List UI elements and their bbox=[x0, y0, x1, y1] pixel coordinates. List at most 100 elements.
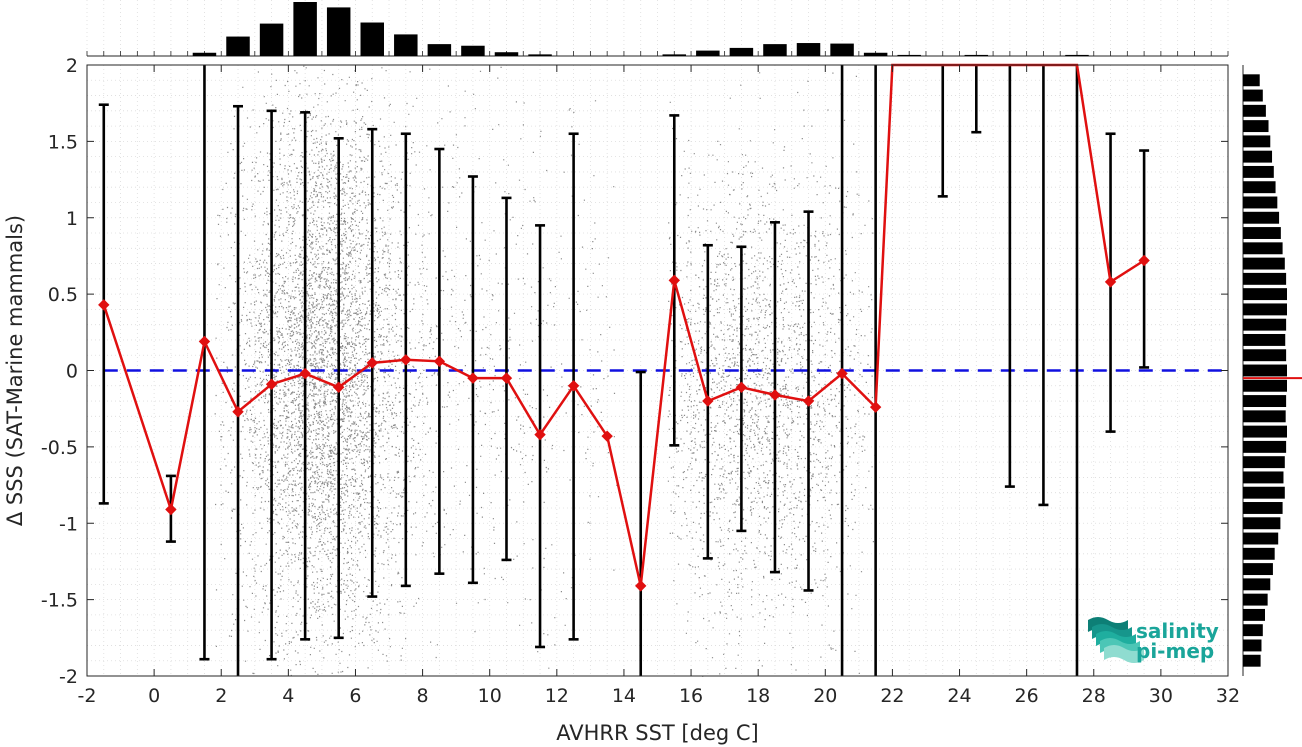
top-hist-bar bbox=[796, 43, 821, 56]
right-hist-bar bbox=[1243, 242, 1283, 255]
scatter-dots bbox=[214, 65, 877, 677]
x-tick-label: 4 bbox=[282, 685, 294, 707]
right-hist-bar bbox=[1243, 349, 1287, 362]
y-tick-label: 0.5 bbox=[48, 284, 78, 306]
mean-series bbox=[98, 63, 1150, 592]
x-tick-label: 6 bbox=[349, 685, 361, 707]
x-tick-label: 20 bbox=[813, 685, 837, 707]
series-point bbox=[869, 401, 882, 413]
top-hist-bar bbox=[259, 23, 284, 57]
top-hist-bar bbox=[863, 52, 888, 56]
series-point bbox=[500, 372, 513, 384]
y-tick-label: -1 bbox=[59, 513, 78, 535]
series-point bbox=[1104, 276, 1117, 288]
right-hist-bar bbox=[1243, 196, 1278, 209]
x-tick-label: 0 bbox=[148, 685, 160, 707]
series-point bbox=[299, 367, 311, 380]
top-hist-bar bbox=[763, 44, 787, 56]
right-hist-bar bbox=[1243, 318, 1287, 331]
right-hist-bar bbox=[1243, 104, 1266, 117]
right-hist-bar bbox=[1243, 654, 1261, 667]
series-point bbox=[433, 355, 446, 368]
right-hist-bar bbox=[1243, 471, 1284, 484]
axis-ticks bbox=[86, 64, 1229, 677]
error-bar bbox=[971, 65, 982, 134]
y-axis-label: Δ SSS (SAT-Marine mammals) bbox=[3, 215, 27, 526]
y-tick-label: 2 bbox=[66, 55, 78, 77]
error-bar bbox=[937, 65, 948, 198]
x-tick-label: 8 bbox=[417, 685, 429, 707]
right-hist-bar bbox=[1243, 502, 1283, 514]
scatter-points bbox=[214, 65, 877, 677]
top-hist-bar bbox=[528, 54, 552, 56]
error-bar bbox=[1004, 65, 1015, 488]
right-hist-bar bbox=[1243, 135, 1271, 148]
right-hist-bar bbox=[1243, 517, 1281, 530]
right-hist-bar bbox=[1243, 364, 1287, 377]
right-hist-bar bbox=[1243, 608, 1265, 621]
series-point bbox=[98, 299, 110, 311]
right-hist-bar bbox=[1243, 333, 1286, 346]
right-hist-bar bbox=[1243, 227, 1281, 239]
right-hist-bar bbox=[1243, 120, 1269, 133]
series-point bbox=[836, 367, 848, 380]
top-hist-bar bbox=[830, 43, 854, 56]
top-hist-bar bbox=[226, 36, 250, 56]
top-hist-bar bbox=[461, 45, 485, 56]
x-tick-label: 30 bbox=[1149, 685, 1173, 707]
top-hist-bar bbox=[729, 47, 754, 56]
x-tick-labels: -2 0 2 4 6 8 10 12 14 16 18 20 22 24 26 28 30 32 bbox=[78, 685, 1241, 707]
right-hist-bar bbox=[1243, 272, 1287, 285]
error-bar bbox=[199, 65, 210, 661]
series-point bbox=[702, 395, 714, 407]
y-tick-label: -2 bbox=[59, 666, 78, 688]
x-tick-label: 26 bbox=[1015, 685, 1039, 707]
series-point bbox=[366, 357, 378, 369]
right-hist-bar bbox=[1243, 89, 1263, 102]
series-point bbox=[198, 335, 211, 348]
right-hist-bar bbox=[1243, 74, 1260, 87]
right-hist-bar bbox=[1243, 425, 1287, 438]
series-point bbox=[735, 381, 748, 394]
series-point bbox=[332, 381, 345, 394]
series-point bbox=[635, 580, 647, 592]
right-hist-bar bbox=[1243, 532, 1279, 545]
right-hist-bar bbox=[1243, 211, 1280, 224]
y-tick-label: 1 bbox=[66, 208, 78, 230]
top-hist-bar bbox=[1065, 54, 1089, 56]
x-tick-label: 32 bbox=[1216, 685, 1240, 707]
top-hist-bar bbox=[394, 34, 418, 56]
series-point bbox=[668, 274, 680, 287]
series-point bbox=[802, 395, 815, 407]
error-bar bbox=[1038, 65, 1049, 507]
right-hist-bar bbox=[1243, 379, 1287, 392]
right-histogram bbox=[1242, 65, 1302, 676]
right-hist-bar bbox=[1243, 288, 1287, 301]
series-point bbox=[265, 378, 278, 390]
series-point bbox=[534, 428, 546, 441]
top-hist-bar bbox=[696, 50, 720, 56]
y-tick-labels: 2 1.5 1 0.5 0 -0.5 -1 -1.5 -2 bbox=[41, 55, 78, 688]
x-tick-label: 24 bbox=[947, 685, 971, 707]
right-hist-bar bbox=[1243, 624, 1263, 637]
x-tick-label: -2 bbox=[78, 685, 97, 707]
x-tick-label: 18 bbox=[746, 685, 770, 707]
x-tick-label: 16 bbox=[679, 685, 703, 707]
right-hist-bar bbox=[1243, 410, 1286, 423]
main-plot-panel bbox=[86, 63, 1229, 677]
x-axis-label: AVHRR SST [deg C] bbox=[556, 721, 759, 745]
x-tick-label: 28 bbox=[1082, 685, 1106, 707]
right-hist-bar bbox=[1243, 181, 1276, 194]
y-tick-label: -0.5 bbox=[41, 437, 78, 459]
series-point bbox=[400, 354, 412, 366]
top-hist-bar bbox=[192, 52, 217, 56]
error-bar bbox=[233, 104, 244, 676]
top-hist-bar bbox=[427, 44, 452, 56]
series-point bbox=[1138, 254, 1150, 267]
right-hist-bar bbox=[1243, 440, 1287, 453]
logo-wave-layer bbox=[1104, 645, 1144, 663]
right-hist-bar bbox=[1243, 165, 1274, 178]
right-hist-bar bbox=[1243, 547, 1275, 560]
series-point bbox=[601, 430, 613, 442]
